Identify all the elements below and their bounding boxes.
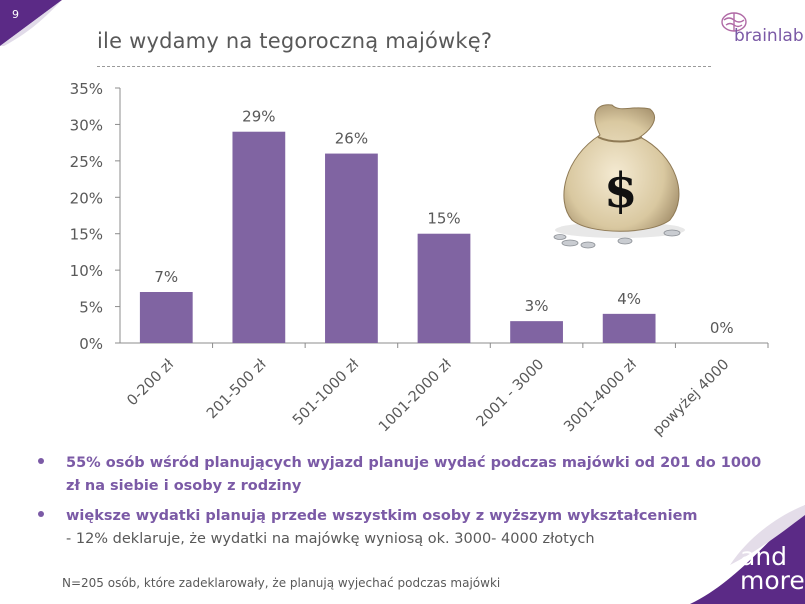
finding-item: 55% osób wśród planujących wyjazd planuj…	[34, 452, 774, 498]
x-tick-label: 501-1000 zł	[290, 356, 363, 429]
bar-value-label: 3%	[525, 297, 549, 315]
x-tick-label: 3001-4000 zł	[561, 356, 640, 435]
bar	[417, 233, 471, 343]
y-tick-label: 10%	[70, 262, 103, 280]
page-number: 9	[12, 8, 19, 21]
and-more-line-1: and	[740, 542, 788, 571]
finding-main-text: większe wydatki planują przede wszystkim…	[66, 508, 698, 524]
and-more-line-2: more	[740, 566, 805, 595]
y-tick-label: 25%	[70, 153, 103, 171]
y-tick-label: 35%	[70, 80, 103, 98]
bar-chart: 0% 5% 10% 15% 20% 25% 30% 35% 7% 0-200 zł 29% 201-5…	[70, 80, 769, 439]
y-tick-label: 20%	[70, 189, 103, 207]
bar-value-label: 4%	[617, 290, 641, 308]
bar-value-label: 29%	[242, 108, 275, 126]
bar	[325, 153, 378, 343]
bar	[139, 292, 193, 343]
bar-value-label: 0%	[710, 319, 734, 337]
finding-main-text: 55% osób wśród planujących wyjazd planuj…	[66, 455, 762, 494]
brain-icon	[721, 12, 747, 32]
bar	[510, 321, 563, 343]
page-corner-decoration	[0, 0, 62, 46]
x-tick-label: 1001-2000 zł	[376, 356, 455, 435]
finding-sub-text: - 12% deklaruje, że wydatki na majówkę w…	[66, 531, 595, 547]
bullet-icon	[38, 458, 44, 464]
bullet-icon	[38, 511, 44, 517]
bar	[232, 131, 286, 343]
y-tick-label: 15%	[70, 226, 103, 244]
findings-list: 55% osób wśród planujących wyjazd planuj…	[34, 452, 774, 557]
y-tick-label: 0%	[79, 335, 103, 353]
brand-logo-text: brainlab	[734, 26, 804, 46]
x-tick-label: 2001 - 3000	[474, 357, 548, 431]
x-tick-label: 0-200 zł	[124, 356, 177, 409]
bar	[602, 313, 656, 343]
slide-title: ile wydamy na tegoroczną majówkę?	[97, 29, 493, 53]
money-bag-icon: $	[553, 104, 685, 249]
and-more-corner-decoration	[690, 505, 805, 604]
y-tick-label: 30%	[70, 116, 103, 134]
title-divider	[97, 66, 711, 67]
svg-text:$: $	[604, 163, 637, 219]
sample-footnote: N=205 osób, które zadeklarowały, że plan…	[62, 576, 501, 590]
and-more-logo-text: and more	[740, 542, 805, 595]
bar-value-label: 7%	[154, 268, 178, 286]
bar-value-label: 15%	[427, 210, 460, 228]
x-tick-label: 201-500 zł	[204, 356, 270, 422]
bar-value-label: 26%	[335, 130, 368, 148]
finding-item: większe wydatki planują przede wszystkim…	[34, 505, 774, 550]
y-tick-label: 5%	[79, 299, 103, 317]
x-tick-label: powyżej 4000	[650, 357, 732, 439]
